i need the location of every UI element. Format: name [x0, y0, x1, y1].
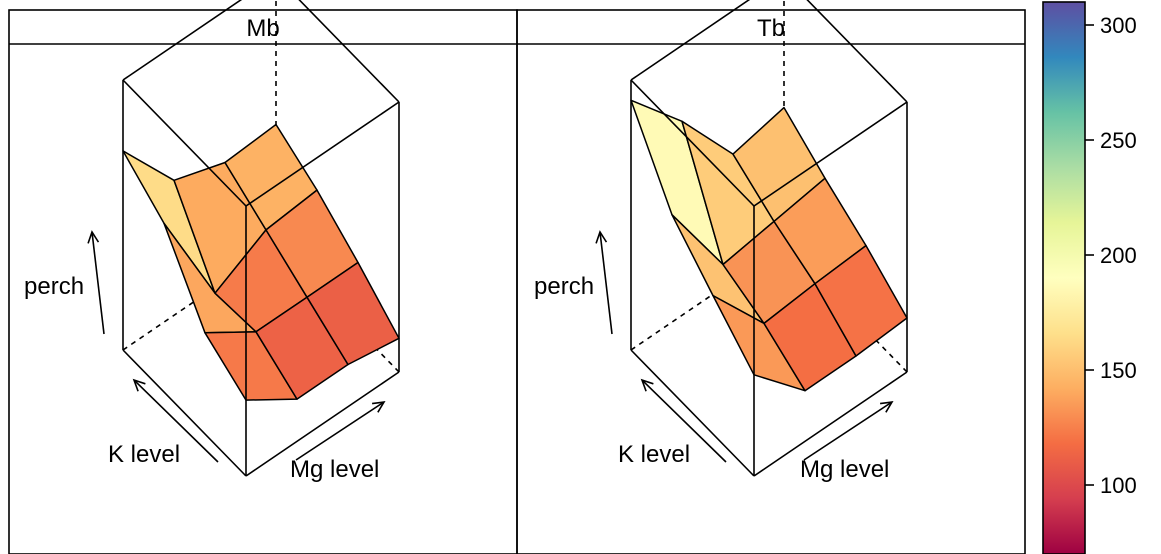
z-axis-label: perch — [24, 273, 84, 300]
cube-front-edges — [630, 0, 908, 477]
k-axis-arrow — [641, 379, 727, 463]
z-axis-arrow-head — [595, 230, 608, 244]
color-key-tick-label: 300 — [1100, 13, 1137, 38]
surface — [630, 99, 908, 392]
panel-mb: Mb perch K level Mg level — [8, 0, 518, 554]
cube-edge — [245, 101, 400, 207]
cube-edge — [630, 349, 755, 477]
axis-arrows — [87, 230, 386, 463]
mg-axis-arrow-head — [372, 400, 386, 413]
k-level-label: K level — [618, 441, 690, 468]
cube-edge — [630, 0, 751, 81]
cube-edge — [122, 349, 247, 477]
k-axis-arrow-head — [640, 378, 654, 392]
mg-axis-arrow — [295, 401, 385, 461]
cube-edge — [122, 79, 247, 207]
cube-edge — [753, 101, 908, 207]
panel-title: Tb — [757, 15, 785, 42]
panel-title: Mb — [246, 15, 279, 42]
panel-tb: Tb perch K level Mg level — [516, 0, 1026, 554]
axis-arrows — [595, 230, 894, 463]
k-axis-arrow — [133, 379, 219, 463]
cube-edge — [245, 371, 400, 477]
cube-front-edges — [122, 0, 400, 477]
color-key: 100 150 200 250 300 — [1042, 1, 1137, 554]
z-axis-arrow-head — [87, 230, 100, 244]
cube-edge — [630, 79, 755, 207]
cube-edge — [753, 371, 908, 477]
z-axis-arrow — [599, 231, 613, 335]
mg-level-label: Mg level — [290, 456, 379, 483]
color-key-tick-label: 100 — [1100, 473, 1137, 498]
color-key-tick-label: 150 — [1100, 358, 1137, 383]
z-axis-arrow — [91, 231, 105, 335]
cube-edge — [122, 0, 243, 81]
color-key-tick-label: 200 — [1100, 243, 1137, 268]
color-key-tick-label: 250 — [1100, 128, 1137, 153]
mg-axis-arrow-head — [880, 400, 894, 413]
panel-border — [516, 9, 1026, 554]
k-axis-arrow-head — [132, 378, 146, 392]
cube-edge — [806, 0, 908, 103]
k-level-label: K level — [108, 441, 180, 468]
mg-axis-arrow — [803, 401, 893, 461]
color-key-ticks: 100 150 200 250 300 — [1085, 13, 1137, 498]
color-key-bar — [1042, 1, 1086, 554]
surface — [122, 123, 400, 401]
mg-level-label: Mg level — [800, 456, 889, 483]
z-axis-label: perch — [534, 273, 594, 300]
cube-edge — [298, 0, 400, 103]
